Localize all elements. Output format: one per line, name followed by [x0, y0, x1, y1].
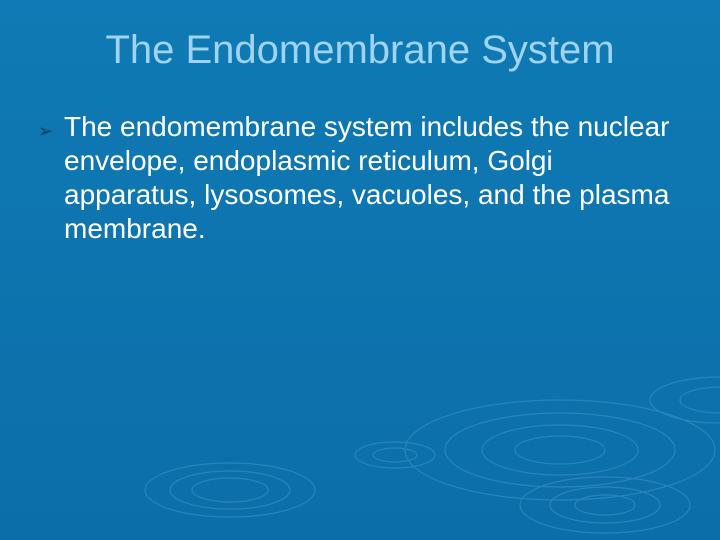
slide-body: ➢ The endomembrane system includes the n…: [38, 110, 678, 246]
slide: The Endomembrane System ➢ The endomembra…: [0, 0, 720, 540]
slide-title: The Endomembrane System: [0, 28, 720, 73]
bullet-text: The endomembrane system includes the nuc…: [64, 110, 678, 246]
ripple-decor: [0, 280, 720, 540]
bullet-item: ➢ The endomembrane system includes the n…: [38, 110, 678, 246]
bullet-marker-icon: ➢: [38, 114, 58, 148]
